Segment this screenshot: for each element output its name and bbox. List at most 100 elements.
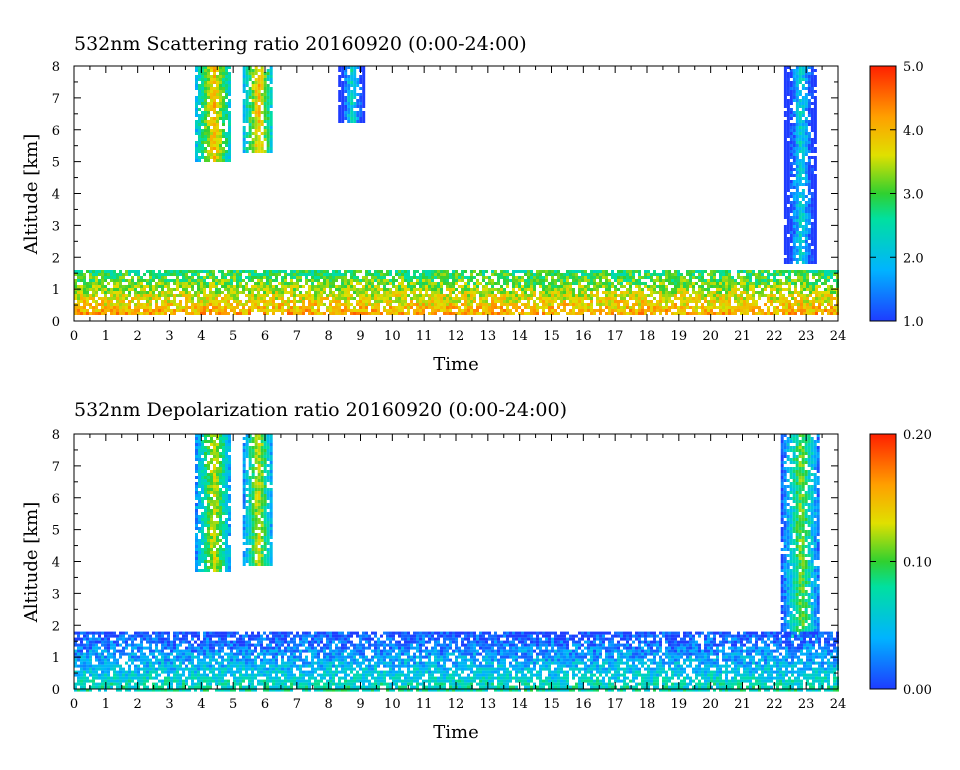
heatmap-cell xyxy=(827,270,830,273)
heatmap-cell xyxy=(611,273,614,276)
heatmap-cell xyxy=(713,276,716,279)
heatmap-cell xyxy=(572,282,575,285)
heatmap-cell xyxy=(416,276,419,279)
heatmap-cell xyxy=(239,303,242,306)
heatmap-cell xyxy=(461,303,464,306)
heatmap-cell xyxy=(317,273,320,276)
heatmap-cell xyxy=(506,312,509,315)
depolarization-ratio-heatmap xyxy=(74,434,839,692)
heatmap-cell xyxy=(228,144,231,147)
heatmap-cell xyxy=(500,306,503,309)
heatmap-cell xyxy=(89,294,92,297)
heatmap-cell xyxy=(128,312,131,315)
heatmap-cell xyxy=(792,96,796,99)
heatmap-cell xyxy=(89,312,92,315)
heatmap-cell xyxy=(101,312,104,315)
heatmap-cell xyxy=(290,291,293,294)
heatmap-cell xyxy=(407,309,410,312)
heatmap-cell xyxy=(575,300,578,303)
heatmap-cell xyxy=(347,66,351,69)
heatmap-cell xyxy=(195,503,198,506)
heatmap-cell xyxy=(786,189,790,192)
heatmap-cell xyxy=(698,297,701,300)
heatmap-cell xyxy=(449,288,452,291)
heatmap-cell xyxy=(201,512,204,515)
heatmap-cell xyxy=(749,282,752,285)
heatmap-cell xyxy=(239,279,242,282)
heatmap-cell xyxy=(251,303,254,306)
heatmap-cell xyxy=(335,279,338,282)
heatmap-cell xyxy=(795,93,799,96)
heatmap-cell xyxy=(755,285,758,288)
heatmap-cell xyxy=(260,84,264,87)
heatmap-cell xyxy=(671,291,674,294)
heatmap-cell xyxy=(371,288,374,291)
heatmap-cell xyxy=(698,306,701,309)
heatmap-cell xyxy=(314,303,317,306)
heatmap-cell xyxy=(179,291,182,294)
heatmap-cell xyxy=(398,282,401,285)
heatmap-cell xyxy=(786,207,790,210)
heatmap-cell xyxy=(251,126,255,129)
heatmap-cell xyxy=(207,69,210,72)
heatmap-cell xyxy=(77,297,80,300)
heatmap-cell xyxy=(596,282,599,285)
heatmap-cell xyxy=(201,449,204,452)
heatmap-cell xyxy=(116,288,119,291)
heatmap-cell xyxy=(626,276,629,279)
heatmap-cell xyxy=(137,297,140,300)
heatmap-cell xyxy=(590,294,593,297)
heatmap-cell xyxy=(182,282,185,285)
heatmap-cell xyxy=(386,297,389,300)
heatmap-cell xyxy=(407,282,410,285)
heatmap-cell xyxy=(605,300,608,303)
heatmap-cell xyxy=(210,497,213,500)
heatmap-cell xyxy=(198,138,201,141)
x-tick-label: 11 xyxy=(416,329,433,344)
heatmap-cell xyxy=(761,279,764,282)
heatmap-cell xyxy=(813,84,817,87)
heatmap-cell xyxy=(218,291,221,294)
heatmap-cell xyxy=(266,303,269,306)
heatmap-cell xyxy=(506,309,509,312)
heatmap-cell xyxy=(113,288,116,291)
heatmap-cell xyxy=(104,270,107,273)
heatmap-cell xyxy=(365,303,368,306)
heatmap-cell xyxy=(710,285,713,288)
heatmap-cell xyxy=(113,306,116,309)
heatmap-cell xyxy=(210,488,213,491)
heatmap-cell xyxy=(213,123,216,126)
heatmap-cell xyxy=(92,282,95,285)
heatmap-cell xyxy=(107,276,110,279)
heatmap-cell xyxy=(425,273,428,276)
heatmap-cell xyxy=(320,288,323,291)
heatmap-cell xyxy=(611,303,614,306)
heatmap-cell xyxy=(222,111,225,114)
heatmap-cell xyxy=(263,75,267,78)
heatmap-cell xyxy=(500,309,503,312)
heatmap-cell xyxy=(213,66,216,69)
heatmap-cell xyxy=(542,282,545,285)
heatmap-cell xyxy=(213,126,216,129)
heatmap-cell xyxy=(167,291,170,294)
heatmap-cell xyxy=(152,279,155,282)
heatmap-cell xyxy=(813,258,817,261)
heatmap-cell xyxy=(257,285,260,288)
heatmap-cell xyxy=(347,90,351,93)
heatmap-cell xyxy=(398,288,401,291)
heatmap-cell xyxy=(482,300,485,303)
heatmap-cell xyxy=(218,300,221,303)
heatmap-cell xyxy=(251,288,254,291)
heatmap-cell xyxy=(269,279,272,282)
heatmap-cell xyxy=(644,297,647,300)
heatmap-cell xyxy=(350,114,354,117)
heatmap-cell xyxy=(356,312,359,315)
heatmap-cell xyxy=(626,282,629,285)
heatmap-cell xyxy=(362,303,365,306)
heatmap-cell xyxy=(317,294,320,297)
heatmap-cell xyxy=(789,129,793,132)
heatmap-cell xyxy=(245,300,248,303)
heatmap-cell xyxy=(783,249,787,252)
heatmap-cell xyxy=(207,126,210,129)
heatmap-cell xyxy=(329,282,332,285)
